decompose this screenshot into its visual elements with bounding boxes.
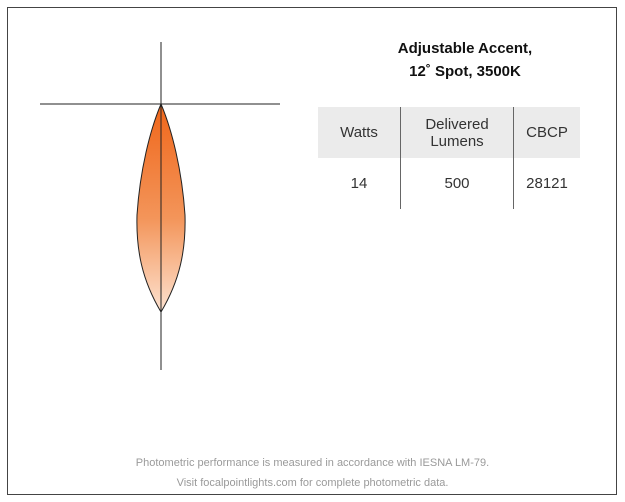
cell: 14 — [350, 175, 368, 192]
footer-line: Photometric performance is measured in a… — [135, 457, 490, 469]
title-line: 12˚ Spot, 3500K — [409, 63, 521, 80]
frame — [7, 7, 617, 495]
title-line: Adjustable Accent, — [397, 40, 533, 57]
column-header: Watts — [318, 107, 401, 158]
column-header: Delivered Lumens — [400, 107, 514, 158]
cell: 28121 — [513, 158, 580, 209]
column-header: CBCP — [513, 107, 580, 158]
spec-table: Watts Delivered Lumens CBCP 14 500 28121 — [318, 107, 580, 209]
cell: 500 — [400, 158, 514, 209]
footer-line: Visit focalpointlights.com for complete … — [176, 477, 449, 489]
